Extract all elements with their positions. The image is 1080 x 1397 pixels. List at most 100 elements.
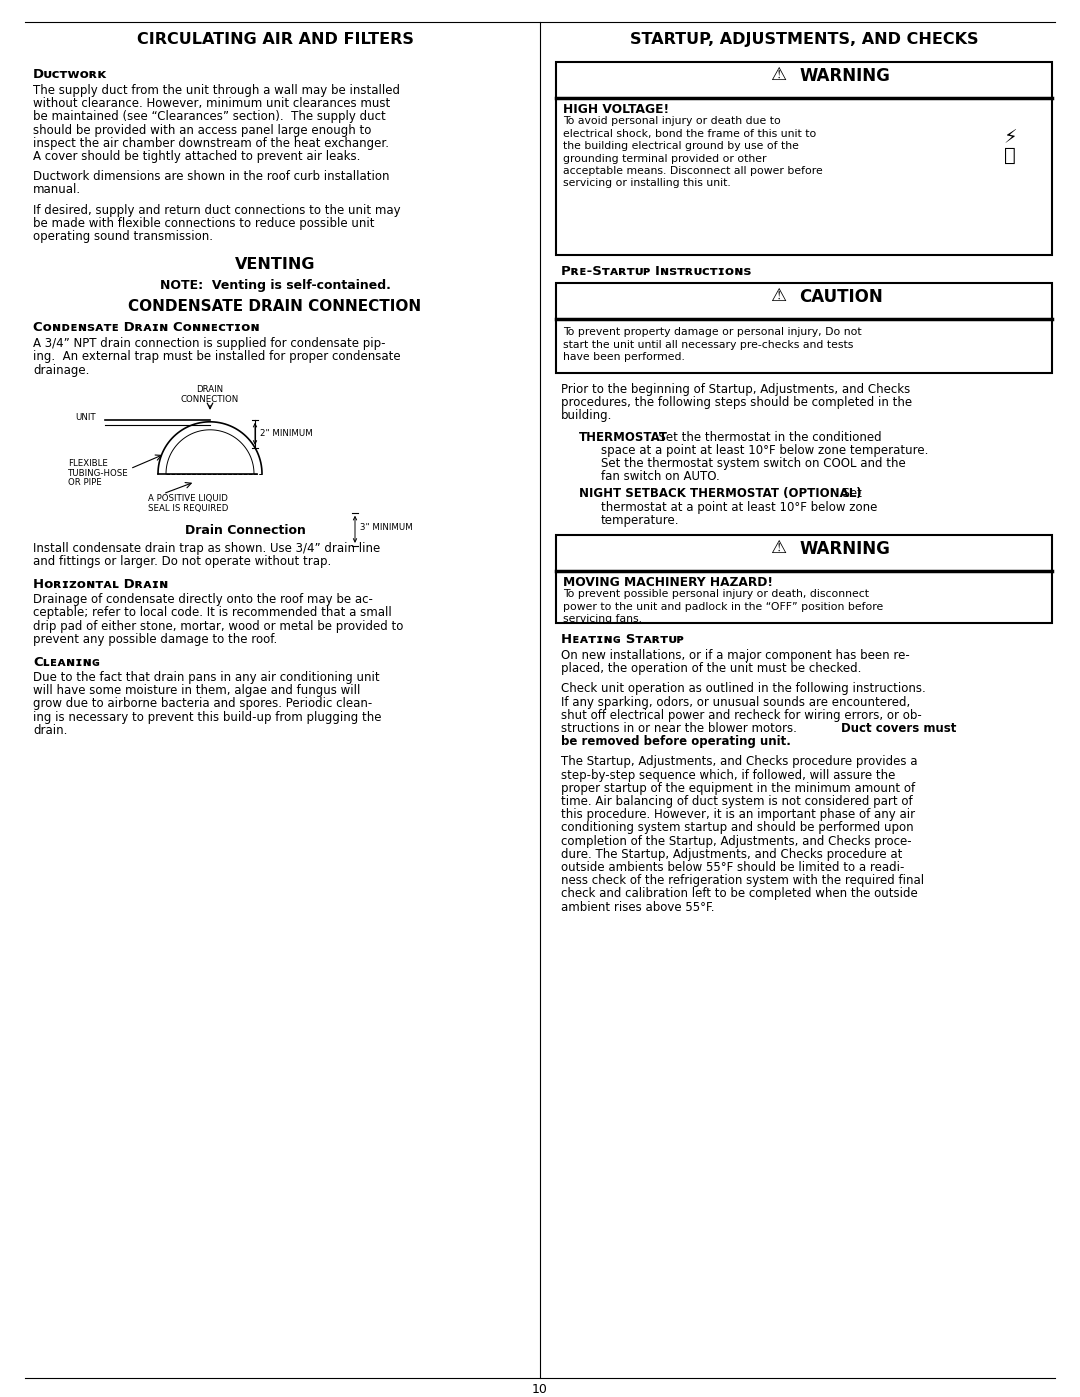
Text: the building electrical ground by use of the: the building electrical ground by use of… [563,141,799,151]
Text: inspect the air chamber downstream of the heat exchanger.: inspect the air chamber downstream of th… [33,137,389,149]
Text: procedures, the following steps should be completed in the: procedures, the following steps should b… [561,397,913,409]
Text: The Startup, Adjustments, and Checks procedure provides a: The Startup, Adjustments, and Checks pro… [561,756,918,768]
Text: be removed before operating unit.: be removed before operating unit. [561,735,791,749]
Text: THERMOSTAT: THERMOSTAT [579,430,669,444]
Text: electrical shock, bond the frame of this unit to: electrical shock, bond the frame of this… [563,129,816,138]
Text: To avoid personal injury or death due to: To avoid personal injury or death due to [563,116,781,126]
Text: Check unit operation as outlined in the following instructions.: Check unit operation as outlined in the … [561,682,926,696]
Text: conditioning system startup and should be performed upon: conditioning system startup and should b… [561,821,914,834]
Text: UNIT: UNIT [75,414,96,422]
Text: The supply duct from the unit through a wall may be installed: The supply duct from the unit through a … [33,84,400,96]
Text: A cover should be tightly attached to prevent air leaks.: A cover should be tightly attached to pr… [33,149,361,163]
Text: power to the unit and padlock in the “OFF” position before: power to the unit and padlock in the “OF… [563,602,883,612]
Text: CONDENSATE DRAIN CONNECTION: CONDENSATE DRAIN CONNECTION [129,299,421,314]
Text: Drainage of condensate directly onto the roof may be ac-: Drainage of condensate directly onto the… [33,594,373,606]
Text: ness check of the refrigeration system with the required final: ness check of the refrigeration system w… [561,875,924,887]
Text: start the unit until all necessary pre-checks and tests: start the unit until all necessary pre-c… [563,339,853,349]
Text: drip pad of either stone, mortar, wood or metal be provided to: drip pad of either stone, mortar, wood o… [33,620,403,633]
Text: check and calibration left to be completed when the outside: check and calibration left to be complet… [561,887,918,901]
Text: 10: 10 [532,1383,548,1396]
Text: grow due to airborne bacteria and spores. Periodic clean-: grow due to airborne bacteria and spores… [33,697,373,711]
Text: Hᴇᴀᴛɪɴɢ Sᴛᴀʀᴛᴜᴘ: Hᴇᴀᴛɪɴɢ Sᴛᴀʀᴛᴜᴘ [561,633,684,645]
Text: ⚠: ⚠ [770,539,786,557]
Text: completion of the Startup, Adjustments, and Checks proce-: completion of the Startup, Adjustments, … [561,834,912,848]
Text: 3" MINIMUM: 3" MINIMUM [360,524,413,532]
Text: STARTUP, ADJUSTMENTS, AND CHECKS: STARTUP, ADJUSTMENTS, AND CHECKS [630,32,978,47]
Text: On new installations, or if a major component has been re-: On new installations, or if a major comp… [561,650,909,662]
Text: will have some moisture in them, algae and fungus will: will have some moisture in them, algae a… [33,685,361,697]
Text: Ductwork dimensions are shown in the roof curb installation: Ductwork dimensions are shown in the roo… [33,170,390,183]
Text: To prevent property damage or personal injury, Do not: To prevent property damage or personal i… [563,327,862,337]
Text: . Set the thermostat in the conditioned: . Set the thermostat in the conditioned [651,430,881,444]
Text: ceptable; refer to local code. It is recommended that a small: ceptable; refer to local code. It is rec… [33,606,392,619]
Text: If any sparking, odors, or unusual sounds are encountered,: If any sparking, odors, or unusual sound… [561,696,910,708]
Text: drainage.: drainage. [33,363,90,377]
Text: A 3/4” NPT drain connection is supplied for condensate pip-: A 3/4” NPT drain connection is supplied … [33,337,386,351]
Text: WARNING: WARNING [799,67,890,85]
Text: ing is necessary to prevent this build-up from plugging the: ing is necessary to prevent this build-u… [33,711,381,724]
Text: Pʀᴇ-Sᴛᴀʀᴛᴜᴘ Iɴsᴛʀᴜᴄᴛɪᴏɴs: Pʀᴇ-Sᴛᴀʀᴛᴜᴘ Iɴsᴛʀᴜᴄᴛɪᴏɴs [561,265,752,278]
Text: FLEXIBLE
TUBING-HOSE
OR PIPE: FLEXIBLE TUBING-HOSE OR PIPE [68,458,129,488]
Text: building.: building. [561,409,612,422]
Text: dure. The Startup, Adjustments, and Checks procedure at: dure. The Startup, Adjustments, and Chec… [561,848,903,861]
Text: ing.  An external trap must be installed for proper condensate: ing. An external trap must be installed … [33,351,401,363]
Text: shut off electrical power and recheck for wiring errors, or ob-: shut off electrical power and recheck fo… [561,708,921,722]
Text: Hᴏʀɪᴢᴏɴᴛᴀʟ Dʀᴀɪɴ: Hᴏʀɪᴢᴏɴᴛᴀʟ Dʀᴀɪɴ [33,578,168,591]
Text: DRAIN
CONNECTION: DRAIN CONNECTION [180,384,239,404]
Text: acceptable means. Disconnect all power before: acceptable means. Disconnect all power b… [563,166,823,176]
Text: be maintained (see “Clearances” section).  The supply duct: be maintained (see “Clearances” section)… [33,110,386,123]
Text: temperature.: temperature. [600,514,679,527]
Text: NIGHT SETBACK THERMOSTAT (OPTIONAL): NIGHT SETBACK THERMOSTAT (OPTIONAL) [579,488,862,500]
Text: Set the thermostat system switch on COOL and the: Set the thermostat system switch on COOL… [600,457,906,469]
Text: Drain Connection: Drain Connection [185,524,306,536]
Bar [556,535,1052,623]
Text: manual.: manual. [33,183,81,197]
Text: If desired, supply and return duct connections to the unit may: If desired, supply and return duct conne… [33,204,401,217]
Text: ambient rises above 55°F.: ambient rises above 55°F. [561,901,715,914]
Text: Duct covers must: Duct covers must [841,722,957,735]
Text: VENTING: VENTING [234,257,315,272]
Text: . Set: . Set [835,488,862,500]
Text: servicing fans.: servicing fans. [563,615,642,624]
Text: drain.: drain. [33,724,67,736]
Text: operating sound transmission.: operating sound transmission. [33,231,213,243]
Text: NOTE:  Venting is self-contained.: NOTE: Venting is self-contained. [160,279,391,292]
Text: To prevent possible personal injury or death, disconnect: To prevent possible personal injury or d… [563,590,869,599]
Text: WARNING: WARNING [799,541,890,557]
Text: time. Air balancing of duct system is not considered part of: time. Air balancing of duct system is no… [561,795,913,807]
Text: Cᴏɴᴅᴇɴsᴀᴛᴇ Dʀᴀɪɴ Cᴏɴɴᴇᴄᴛɪᴏɴ: Cᴏɴᴅᴇɴsᴀᴛᴇ Dʀᴀɪɴ Cᴏɴɴᴇᴄᴛɪᴏɴ [33,321,260,334]
Text: A POSITIVE LIQUID
SEAL IS REQUIRED: A POSITIVE LIQUID SEAL IS REQUIRED [148,493,228,513]
Bar [556,284,1052,373]
Text: Dᴜᴄᴛᴡᴏʀᴋ: Dᴜᴄᴛᴡᴏʀᴋ [33,68,107,81]
Text: and fittings or larger. Do not operate without trap.: and fittings or larger. Do not operate w… [33,555,332,569]
Text: CAUTION: CAUTION [799,288,882,306]
Text: outside ambients below 55°F should be limited to a readi-: outside ambients below 55°F should be li… [561,861,904,875]
Text: grounding terminal provided or other: grounding terminal provided or other [563,154,767,163]
Text: MOVING MACHINERY HAZARD!: MOVING MACHINERY HAZARD! [563,576,773,590]
Text: proper startup of the equipment in the minimum amount of: proper startup of the equipment in the m… [561,782,915,795]
Text: ⚡
🤚: ⚡ 🤚 [1003,129,1017,165]
Bar [556,61,1052,256]
Text: ⚠: ⚠ [770,286,786,305]
Text: without clearance. However, minimum unit clearances must: without clearance. However, minimum unit… [33,98,390,110]
Text: structions in or near the blower motors.: structions in or near the blower motors. [561,722,800,735]
Text: fan switch on AUTO.: fan switch on AUTO. [600,471,719,483]
Text: HIGH VOLTAGE!: HIGH VOLTAGE! [563,103,670,116]
Text: space at a point at least 10°F below zone temperature.: space at a point at least 10°F below zon… [600,444,929,457]
Text: have been performed.: have been performed. [563,352,685,362]
Text: be made with flexible connections to reduce possible unit: be made with flexible connections to red… [33,217,375,229]
Text: CIRCULATING AIR AND FILTERS: CIRCULATING AIR AND FILTERS [136,32,414,47]
Text: prevent any possible damage to the roof.: prevent any possible damage to the roof. [33,633,278,645]
Text: thermostat at a point at least 10°F below zone: thermostat at a point at least 10°F belo… [600,500,877,514]
Text: step-by-step sequence which, if followed, will assure the: step-by-step sequence which, if followed… [561,768,895,781]
Text: Cʟᴇᴀɴɪɴɢ: Cʟᴇᴀɴɪɴɢ [33,657,100,669]
Text: this procedure. However, it is an important phase of any air: this procedure. However, it is an import… [561,809,915,821]
Text: Due to the fact that drain pans in any air conditioning unit: Due to the fact that drain pans in any a… [33,671,380,685]
Text: should be provided with an access panel large enough to: should be provided with an access panel … [33,123,372,137]
Text: servicing or installing this unit.: servicing or installing this unit. [563,179,731,189]
Text: 2" MINIMUM: 2" MINIMUM [260,429,313,439]
Text: Install condensate drain trap as shown. Use 3/4” drain line: Install condensate drain trap as shown. … [33,542,380,555]
Text: placed, the operation of the unit must be checked.: placed, the operation of the unit must b… [561,662,862,675]
Text: ⚠: ⚠ [770,66,786,84]
Text: Prior to the beginning of Startup, Adjustments, and Checks: Prior to the beginning of Startup, Adjus… [561,383,910,395]
